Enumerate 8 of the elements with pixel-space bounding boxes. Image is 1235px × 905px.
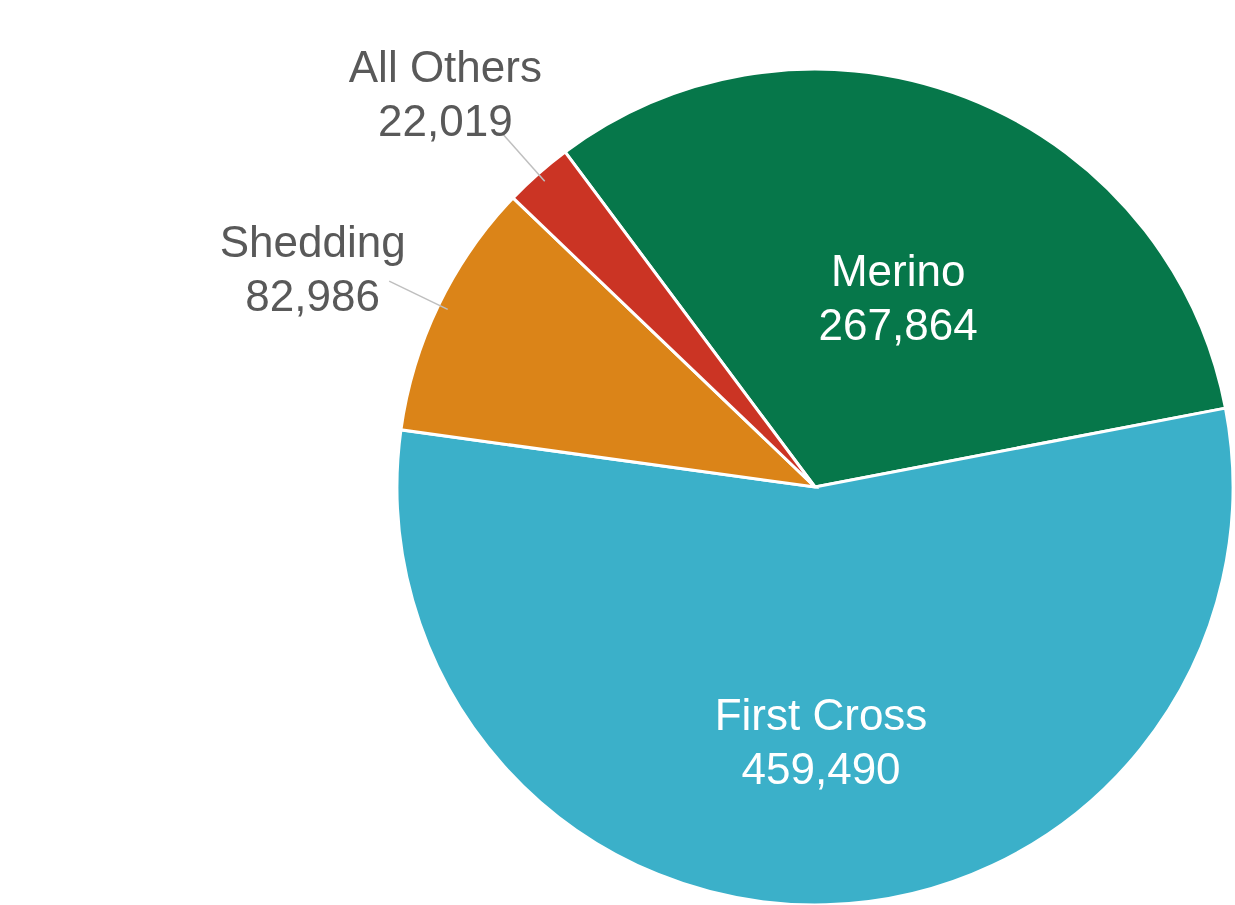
slice-label: First Cross <box>714 689 928 739</box>
data-label: 267,864 <box>818 299 978 349</box>
data-label: 22,019 <box>378 96 513 146</box>
data-label: 82,986 <box>245 271 380 321</box>
slice-label: Merino <box>830 245 966 295</box>
slice-label: All Others <box>348 42 542 92</box>
slice-label: Shedding <box>219 217 406 267</box>
data-label: 459,490 <box>741 743 901 793</box>
